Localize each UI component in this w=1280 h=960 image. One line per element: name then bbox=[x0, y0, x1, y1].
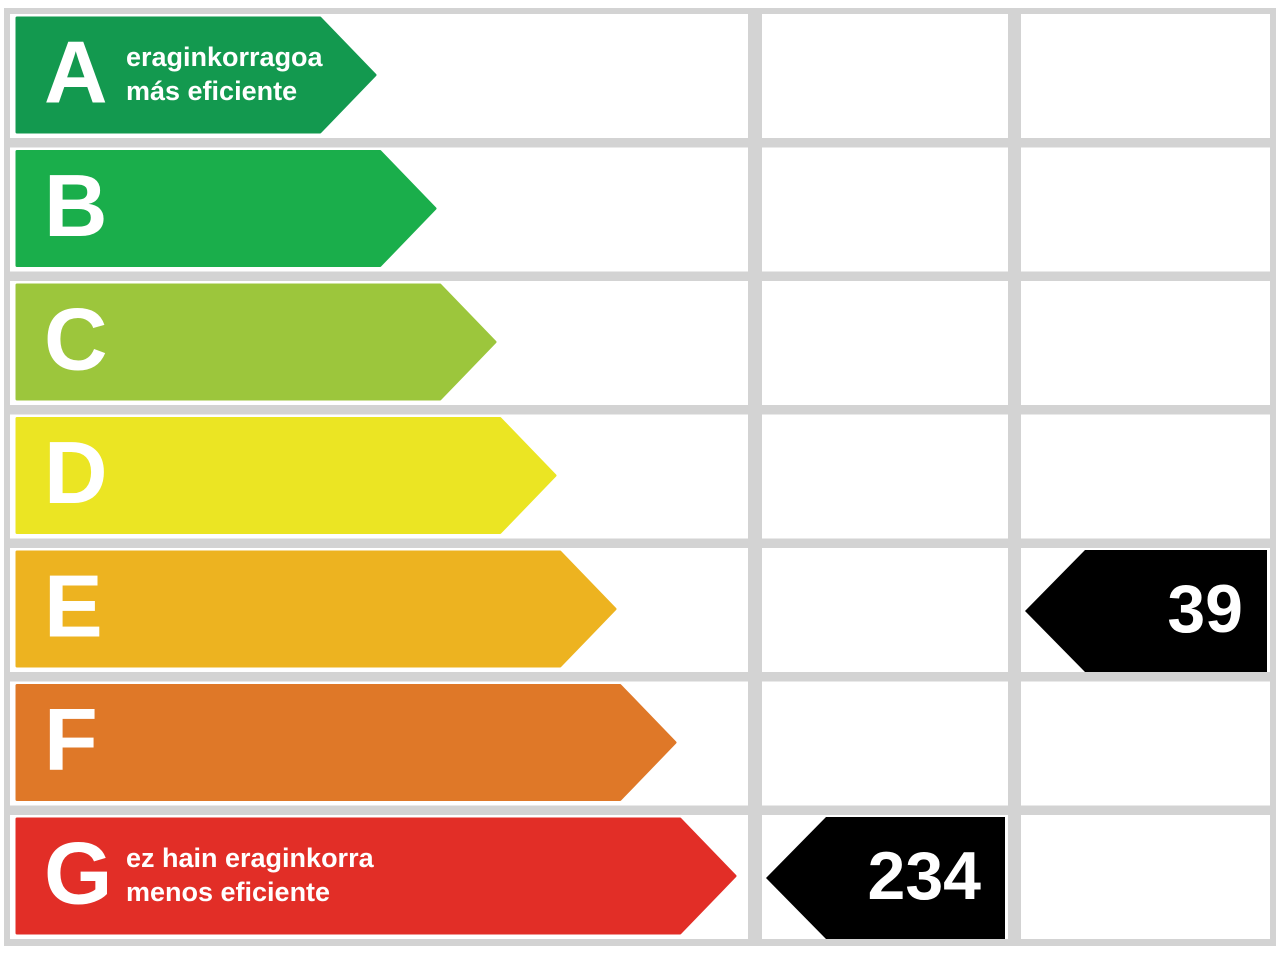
rating-arrow bbox=[15, 684, 677, 801]
rating-letter: B bbox=[44, 156, 108, 255]
cell bbox=[1021, 681, 1270, 806]
cell bbox=[762, 548, 1008, 672]
cell bbox=[762, 281, 1008, 405]
rating-arrow bbox=[15, 150, 437, 267]
rating-arrow bbox=[15, 550, 617, 668]
cell bbox=[762, 147, 1008, 272]
rating-letter: C bbox=[44, 289, 108, 388]
cell bbox=[762, 414, 1008, 539]
rating-arrow bbox=[15, 16, 377, 134]
rating-letter: G bbox=[44, 823, 112, 922]
indicator-arrow bbox=[1025, 550, 1267, 672]
rating-arrow bbox=[15, 283, 497, 401]
rating-note: menos eficiente bbox=[126, 877, 330, 907]
indicator-value: 39 bbox=[1167, 571, 1243, 647]
rating-note: ez hain eraginkorra bbox=[126, 843, 375, 873]
rating-arrow bbox=[15, 817, 737, 935]
cell bbox=[762, 681, 1008, 806]
rating-letter: D bbox=[44, 423, 108, 522]
cell bbox=[1021, 147, 1270, 272]
rating-letter: A bbox=[44, 22, 108, 121]
cell bbox=[1021, 414, 1270, 539]
cell bbox=[1021, 281, 1270, 405]
cell bbox=[762, 14, 1008, 138]
rating-note: eraginkorragoa bbox=[126, 42, 324, 72]
rating-arrow bbox=[15, 417, 557, 534]
rating-letter: E bbox=[44, 556, 103, 655]
indicator-value: 234 bbox=[868, 838, 982, 914]
cell bbox=[1021, 14, 1270, 138]
indicator-arrow bbox=[766, 817, 1005, 939]
cell bbox=[1021, 815, 1270, 939]
rating-note: más eficiente bbox=[126, 76, 297, 106]
rating-letter: F bbox=[44, 690, 98, 789]
